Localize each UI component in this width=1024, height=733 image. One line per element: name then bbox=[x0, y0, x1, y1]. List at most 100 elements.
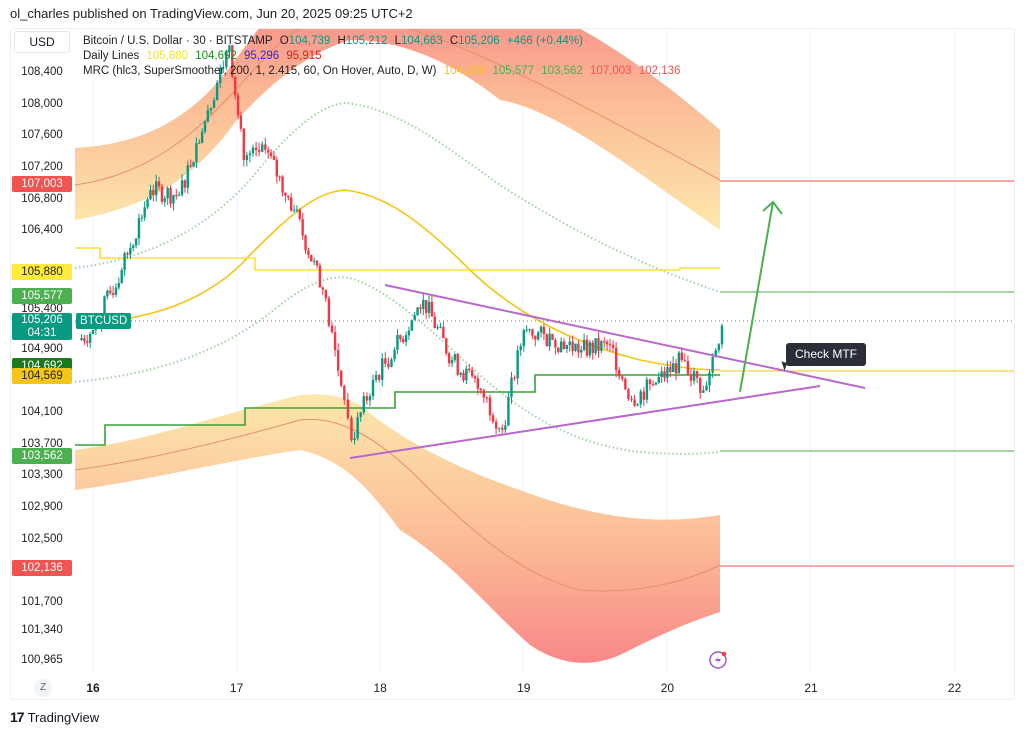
candle-body bbox=[482, 390, 485, 398]
candle-body bbox=[239, 115, 243, 129]
price-tick-label: 106,400 bbox=[21, 224, 63, 237]
candle-body bbox=[143, 207, 146, 218]
mrc-lower-mean bbox=[74, 418, 721, 592]
candle-body bbox=[453, 354, 457, 361]
candle-body bbox=[568, 341, 571, 346]
candle-body bbox=[236, 95, 240, 116]
candle-body bbox=[497, 427, 501, 429]
candle-body bbox=[636, 404, 639, 406]
candle-body bbox=[554, 339, 557, 348]
price-level-badge: 102,136 bbox=[12, 560, 72, 577]
candle-body bbox=[336, 349, 340, 371]
time-tick-label: 19 bbox=[517, 681, 531, 695]
candle-body bbox=[720, 325, 724, 345]
candle-body bbox=[445, 338, 448, 354]
candle-body bbox=[186, 165, 189, 188]
candle-body bbox=[245, 155, 249, 161]
candle-body bbox=[248, 153, 252, 156]
candle-body bbox=[390, 359, 393, 367]
candles bbox=[80, 44, 724, 445]
candle-body bbox=[169, 188, 172, 204]
price-level-badge: 104,569 bbox=[12, 368, 72, 385]
candle-body bbox=[407, 330, 411, 336]
mrc-lower-dotted bbox=[74, 276, 721, 455]
candle-body bbox=[350, 418, 353, 441]
candle-body bbox=[648, 379, 652, 385]
triangle-lower-trendline bbox=[349, 385, 821, 459]
candle-body bbox=[80, 338, 83, 340]
candle-body bbox=[479, 388, 482, 391]
candle-body bbox=[304, 235, 307, 251]
candle-body bbox=[321, 287, 324, 290]
candle-body bbox=[111, 292, 115, 295]
candle-body bbox=[269, 152, 273, 156]
level-lines bbox=[75, 180, 1014, 567]
candle-body bbox=[183, 180, 187, 188]
candle-body bbox=[442, 326, 445, 339]
projection-arrow bbox=[739, 200, 783, 393]
candle-body bbox=[301, 219, 304, 236]
price-tick-label: 102,900 bbox=[21, 501, 63, 514]
candle-body bbox=[485, 397, 489, 399]
candle-body bbox=[436, 327, 439, 329]
candle-body bbox=[177, 194, 181, 196]
candle-body bbox=[228, 45, 231, 52]
candle-body bbox=[562, 341, 566, 349]
candle-body bbox=[580, 349, 583, 353]
candle-body bbox=[365, 396, 369, 401]
candle-body bbox=[695, 371, 699, 378]
candle-body bbox=[137, 218, 141, 239]
timezone-button[interactable]: Z bbox=[34, 679, 52, 697]
candle-body bbox=[627, 389, 630, 400]
candle-body bbox=[123, 253, 126, 270]
candle-body bbox=[519, 346, 522, 351]
candle-body bbox=[374, 375, 378, 380]
candle-body bbox=[154, 181, 158, 196]
candle-body bbox=[465, 368, 468, 381]
candle-body bbox=[439, 326, 442, 328]
candle-body bbox=[404, 335, 408, 342]
mrc-lower-band bbox=[75, 394, 720, 663]
price-tick-label: 107,200 bbox=[21, 160, 63, 173]
candle-body bbox=[272, 155, 276, 160]
candle-body bbox=[198, 142, 201, 144]
candle-body bbox=[416, 307, 419, 316]
candle-body bbox=[617, 370, 621, 377]
candle-body bbox=[359, 412, 362, 417]
candle-body bbox=[368, 396, 372, 401]
candle-body bbox=[387, 363, 390, 367]
price-tick-label: 101,340 bbox=[21, 624, 63, 637]
symbol-title[interactable]: Bitcoin / U.S. Dollar · 30 · BITSTAMP bbox=[83, 35, 273, 47]
candle-body bbox=[534, 335, 537, 340]
currency-selector[interactable]: USD bbox=[14, 31, 70, 53]
candle-body bbox=[264, 144, 267, 150]
tradingview-footer[interactable]: 17 TradingView bbox=[10, 709, 100, 725]
candle-body bbox=[157, 181, 161, 187]
mrc-upper-mean bbox=[74, 29, 721, 186]
candle-body bbox=[257, 149, 261, 152]
candle-body bbox=[371, 379, 375, 397]
candle-body bbox=[591, 342, 594, 354]
price-tick-label: 106,800 bbox=[21, 192, 63, 205]
candle-body bbox=[134, 238, 138, 246]
candle-body bbox=[88, 333, 92, 343]
candle-body bbox=[152, 190, 155, 196]
candle-body bbox=[513, 377, 516, 379]
candle-body bbox=[114, 287, 118, 295]
candle-body bbox=[209, 107, 213, 111]
candle-body bbox=[324, 289, 328, 299]
price-tick-label: 105,400 bbox=[21, 303, 63, 316]
candle-body bbox=[630, 399, 633, 401]
price-level-badge: 107,003 bbox=[12, 175, 72, 192]
candle-body bbox=[702, 390, 705, 393]
candle-body bbox=[621, 376, 624, 379]
candle-body bbox=[624, 378, 627, 390]
candle-body bbox=[588, 342, 592, 356]
candle-body bbox=[633, 399, 636, 406]
candle-body bbox=[377, 375, 381, 380]
candle-body bbox=[663, 371, 666, 378]
candle-body bbox=[315, 260, 319, 266]
candle-body bbox=[86, 341, 89, 343]
candle-body bbox=[200, 131, 204, 143]
